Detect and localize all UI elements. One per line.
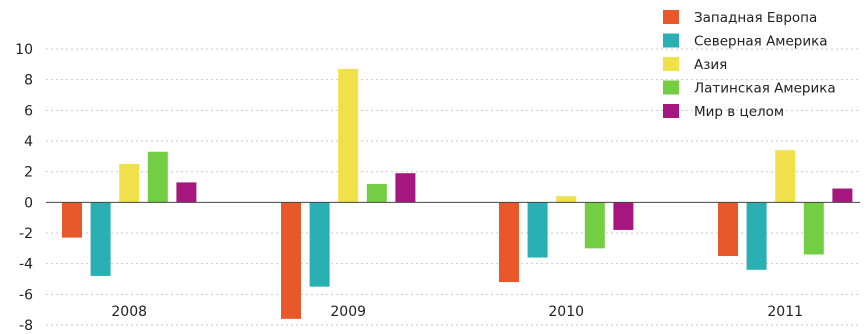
legend-swatch	[663, 80, 679, 95]
bar	[556, 196, 577, 203]
bar	[584, 202, 605, 249]
y-tick-label: 4	[24, 134, 33, 150]
bar	[176, 182, 197, 203]
bar	[775, 150, 796, 203]
legend-label: Северная Америка	[694, 34, 828, 50]
bar	[803, 202, 824, 255]
y-tick-label: 6	[24, 103, 33, 119]
y-tick-label: 2	[24, 165, 33, 181]
category-label: 2009	[330, 304, 366, 320]
bar	[338, 68, 359, 203]
legend-label: Азия	[694, 57, 727, 73]
bar	[309, 202, 330, 287]
y-tick-label: 10	[15, 42, 33, 58]
bars	[62, 68, 853, 319]
y-tick-label: -8	[19, 318, 33, 334]
legend-label: Мир в целом	[694, 104, 784, 120]
bar	[527, 202, 548, 258]
legend-swatch	[663, 57, 679, 71]
bar	[499, 202, 519, 283]
legend-label: Западная Европа	[694, 10, 817, 26]
y-tick-label: -2	[19, 226, 33, 242]
bar	[395, 173, 416, 203]
category-label: 2010	[548, 304, 584, 320]
bar	[718, 202, 738, 256]
y-tick-label: -6	[19, 287, 33, 303]
legend: Западная Европа Северная Америка Азия Латин…	[663, 10, 836, 120]
bar	[832, 188, 853, 203]
bar	[119, 164, 140, 203]
bar	[613, 202, 634, 230]
legend-swatch	[663, 104, 679, 118]
legend-swatch	[663, 10, 679, 24]
bar	[366, 183, 387, 203]
category-label: 2011	[767, 304, 803, 320]
bar	[62, 202, 82, 238]
bar	[746, 202, 767, 270]
y-tick-label: -4	[19, 257, 33, 273]
bar	[90, 202, 111, 276]
gridlines	[46, 48, 860, 326]
y-tick-label: 0	[24, 195, 33, 211]
y-axis-tick-labels: 10 8 6 4 2 0 -2 -4 -6 -8	[15, 42, 33, 334]
bar	[281, 202, 301, 319]
legend-label: Латинская Америка	[694, 81, 836, 97]
x-axis-category-labels: 2008 2009 2010 2011	[111, 304, 803, 320]
bar	[147, 151, 168, 203]
category-label: 2008	[111, 304, 147, 320]
y-tick-label: 8	[24, 73, 33, 89]
legend-swatch	[663, 33, 679, 48]
